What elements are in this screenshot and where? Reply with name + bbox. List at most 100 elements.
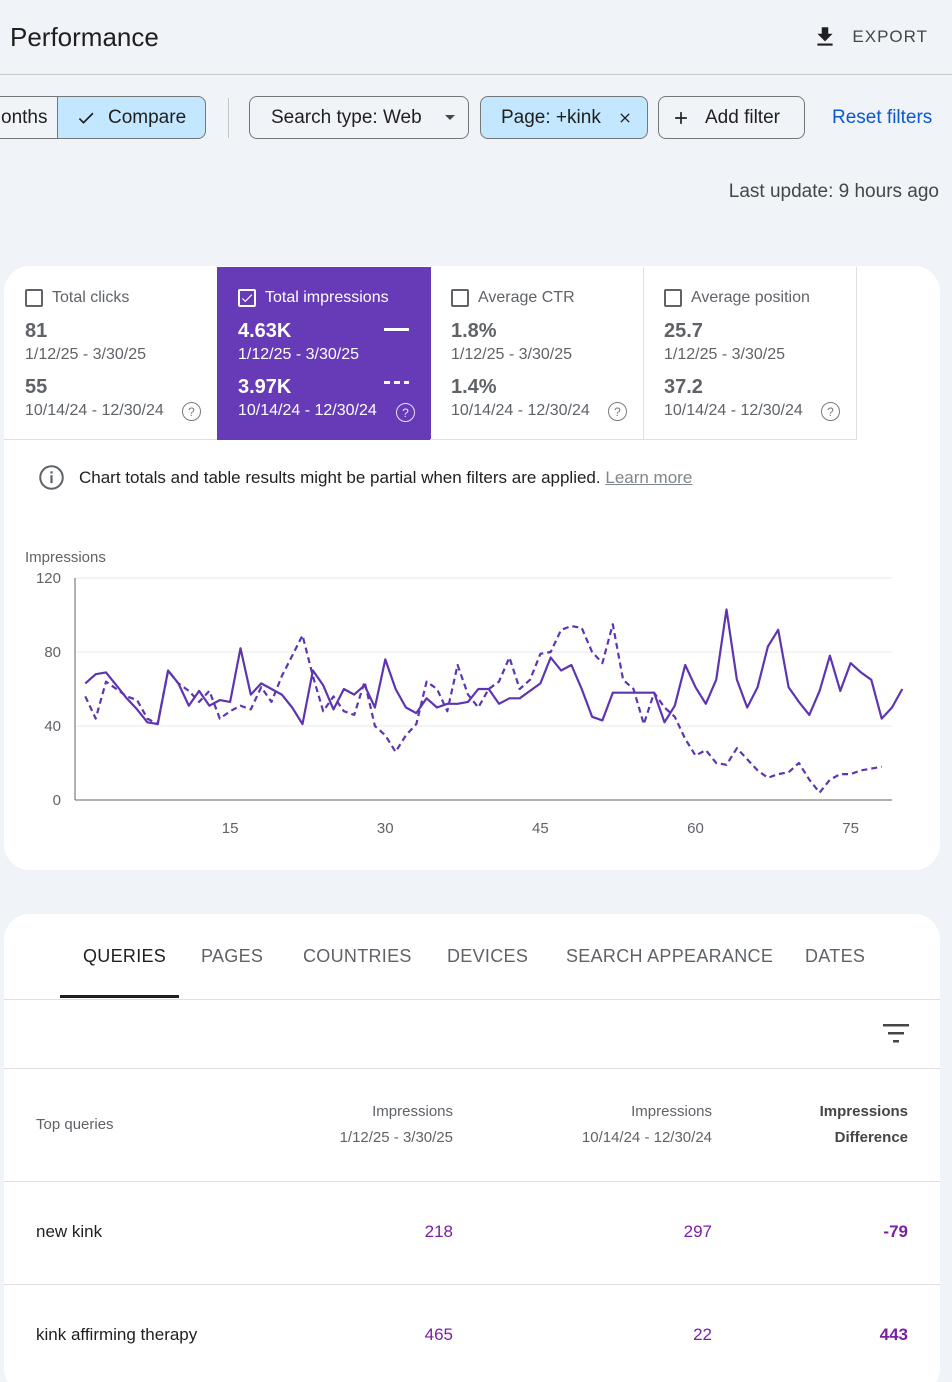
column-header-impressions-current[interactable]: Impressions 1/12/25 - 3/30/25 <box>340 1099 453 1151</box>
tab-devices[interactable]: DEVICES <box>447 946 529 966</box>
header: Performance EXPORT <box>0 0 952 75</box>
query-cell: kink affirming therapy <box>36 1325 198 1344</box>
tab-search-appearance[interactable]: SEARCH APPEARANCE <box>566 946 774 966</box>
metric-label: Average position <box>691 289 810 306</box>
column-title: Impressions <box>631 1103 712 1120</box>
date-range-label: onths <box>1 106 48 128</box>
search-type-chip[interactable]: Search type: Web <box>249 96 469 139</box>
metric-value-previous: 55 <box>25 376 48 398</box>
column-header-difference[interactable]: Impressions Difference <box>820 1099 908 1151</box>
table-card: QUERIES PAGES COUNTRIES DEVICES SEARCH A… <box>4 914 940 1382</box>
metric-date-current: 1/12/25 - 3/30/25 <box>25 346 146 363</box>
metric-value-current: 1.8% <box>451 320 497 342</box>
filter-list-icon[interactable] <box>883 1022 909 1044</box>
table-header: Top queries Impressions 1/12/25 - 3/30/2… <box>4 1069 940 1182</box>
y-tick-label: 0 <box>53 792 61 809</box>
help-icon[interactable]: ? <box>182 402 201 421</box>
tab-queries[interactable]: QUERIES <box>83 946 167 966</box>
page-filter-label: Page: +kink <box>501 106 601 128</box>
metric-value-previous: 1.4% <box>451 376 497 398</box>
dropdown-arrow-icon <box>444 114 455 120</box>
metric-date-current: 1/12/25 - 3/30/25 <box>451 346 572 363</box>
filter-divider <box>228 98 229 138</box>
metric-total-clicks[interactable]: Total clicks 81 1/12/25 - 3/30/25 55 10/… <box>4 267 218 440</box>
help-icon[interactable]: ? <box>608 402 627 421</box>
metric-date-previous: 10/14/24 - 12/30/24 <box>25 402 164 419</box>
x-tick-label: 15 <box>222 820 239 837</box>
query-cell: new kink <box>36 1222 103 1241</box>
table-row[interactable]: new kink 218 297 -79 <box>4 1182 940 1285</box>
metric-date-current: 1/12/25 - 3/30/25 <box>238 346 359 363</box>
x-tick-label: 60 <box>687 820 704 837</box>
checkbox-checked-icon[interactable] <box>238 289 256 307</box>
checkbox-icon[interactable] <box>664 289 682 307</box>
table-row[interactable]: kink affirming therapy 465 22 443 <box>4 1285 940 1382</box>
dashed-line-legend-icon <box>384 381 409 384</box>
series-line-previous <box>84 623 882 794</box>
difference-cell: -79 <box>883 1222 908 1241</box>
last-update-text: Last update: 9 hours ago <box>728 181 939 202</box>
x-tick-label: 30 <box>377 820 394 837</box>
x-tick-label: 75 <box>842 820 859 837</box>
check-icon <box>78 112 94 124</box>
tab-dates[interactable]: DATES <box>805 946 866 966</box>
add-filter-label: Add filter <box>705 106 780 128</box>
y-tick-label: 80 <box>44 644 61 661</box>
impressions-current-cell: 465 <box>424 1325 453 1344</box>
column-subtitle: Difference <box>834 1129 908 1146</box>
metric-average-ctr[interactable]: Average CTR 1.8% 1/12/25 - 3/30/25 1.4% … <box>430 267 644 440</box>
help-icon[interactable]: ? <box>821 402 840 421</box>
column-range: 1/12/25 - 3/30/25 <box>339 1129 453 1146</box>
partial-results-notice: Chart totals and table results might be … <box>38 464 692 491</box>
metric-date-previous: 10/14/24 - 12/30/24 <box>664 402 803 419</box>
help-icon[interactable]: ? <box>396 403 415 422</box>
active-tab-indicator <box>60 995 179 998</box>
metric-total-impressions[interactable]: Total impressions 4.63K 1/12/25 - 3/30/2… <box>217 267 431 440</box>
checkbox-icon[interactable] <box>451 289 469 307</box>
metric-value-current: 4.63K <box>238 320 292 342</box>
metric-label: Average CTR <box>478 289 575 306</box>
dimension-tabs: QUERIES PAGES COUNTRIES DEVICES SEARCH A… <box>4 914 940 1000</box>
column-header-query[interactable]: Top queries <box>36 1116 114 1133</box>
column-range: 10/14/24 - 12/30/24 <box>581 1129 712 1146</box>
compare-label: Compare <box>108 106 187 128</box>
y-tick-label: 40 <box>44 718 61 735</box>
column-title: Impressions <box>819 1103 908 1120</box>
difference-cell: 443 <box>879 1325 908 1344</box>
metric-value-current: 25.7 <box>664 320 703 342</box>
x-tick-label: 45 <box>532 820 549 837</box>
impressions-previous-cell: 22 <box>693 1325 712 1344</box>
add-filter-button[interactable]: Add filter <box>658 96 805 139</box>
download-icon <box>817 27 833 46</box>
learn-more-link[interactable]: Learn more <box>605 467 693 487</box>
y-axis-label: Impressions <box>25 549 106 566</box>
date-range-chip[interactable]: onths <box>0 96 58 139</box>
close-icon[interactable] <box>617 110 633 126</box>
impressions-previous-cell: 297 <box>683 1222 712 1241</box>
info-icon <box>39 465 64 490</box>
impressions-current-cell: 218 <box>424 1222 453 1241</box>
checkbox-icon[interactable] <box>25 289 43 307</box>
compare-chip[interactable]: Compare <box>57 96 206 139</box>
metric-value-previous: 37.2 <box>664 376 703 398</box>
impressions-chart: Impressions 0 40 80 120 15 30 45 60 75 <box>25 549 904 837</box>
tab-pages[interactable]: PAGES <box>201 946 264 966</box>
metrics-card: Total clicks 81 1/12/25 - 3/30/25 55 10/… <box>4 266 940 870</box>
tab-countries[interactable]: COUNTRIES <box>303 946 412 966</box>
reset-filters-link[interactable]: Reset filters <box>832 107 933 128</box>
page-title: Performance <box>10 22 159 52</box>
y-tick-label: 120 <box>36 570 61 587</box>
metric-label: Total clicks <box>52 289 130 306</box>
plus-icon <box>675 111 687 124</box>
column-title: Impressions <box>372 1103 453 1120</box>
export-button[interactable]: EXPORT <box>812 24 928 50</box>
metric-date-current: 1/12/25 - 3/30/25 <box>664 346 785 363</box>
metric-date-previous: 10/14/24 - 12/30/24 <box>451 402 590 419</box>
metric-label: Total impressions <box>265 289 389 306</box>
search-type-label: Search type: Web <box>271 106 422 128</box>
metric-average-position[interactable]: Average position 25.7 1/12/25 - 3/30/25 … <box>643 267 857 440</box>
notice-text: Chart totals and table results might be … <box>79 467 601 487</box>
column-header-impressions-previous[interactable]: Impressions 10/14/24 - 12/30/24 <box>582 1099 712 1151</box>
page-filter-chip[interactable]: Page: +kink <box>480 96 648 139</box>
solid-line-legend-icon <box>384 328 409 331</box>
